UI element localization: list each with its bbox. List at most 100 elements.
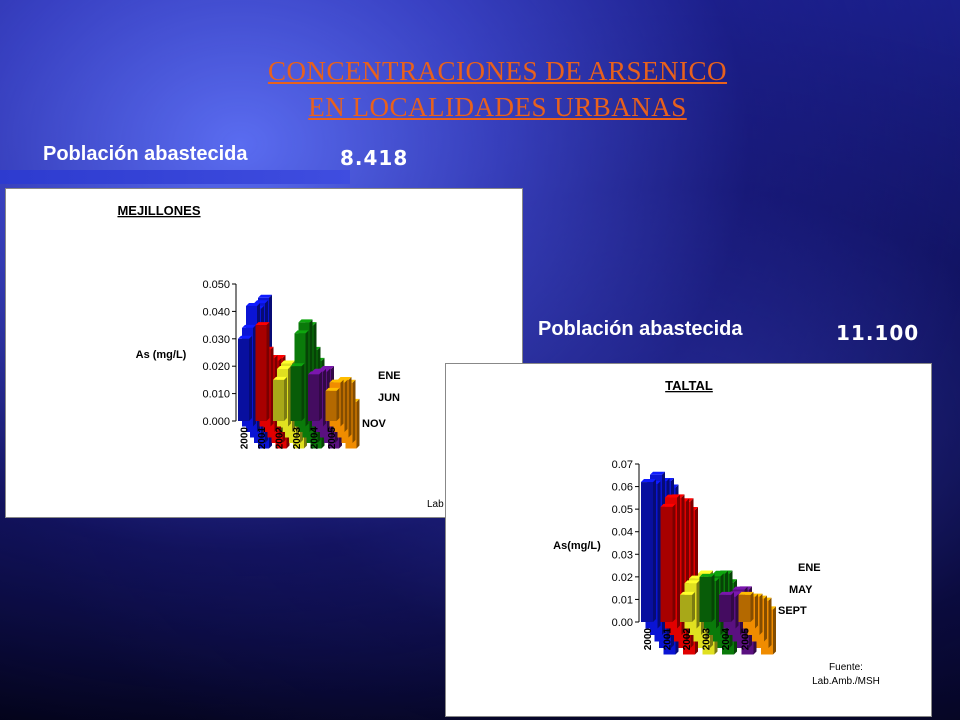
- bar-side: [653, 479, 656, 622]
- taltal-population-value: 11.100: [836, 321, 920, 345]
- bar-top: [312, 368, 326, 372]
- y-tick-label: 0.00: [612, 617, 633, 629]
- chart-source-note: Lab: [427, 499, 444, 510]
- bar-side: [657, 481, 661, 629]
- bar-2000: [238, 338, 249, 421]
- chart-title: MEJILLONES: [117, 203, 200, 218]
- bar-side: [348, 376, 352, 438]
- mejillones-population-value: 8.418: [340, 146, 409, 170]
- bar-side: [344, 379, 348, 432]
- bar-top: [308, 371, 322, 375]
- bar-top: [277, 365, 291, 369]
- slide-title-line1: CONCENTRACIONES DE ARSENICO: [267, 56, 728, 86]
- bar-top: [699, 573, 715, 577]
- bar-side: [323, 368, 326, 427]
- bar-side: [266, 322, 270, 421]
- depth-axis-label: JUN: [378, 392, 400, 404]
- bar-top: [273, 376, 287, 380]
- bar-side: [711, 573, 715, 622]
- taltal-chart: TALTAL 0.00 0.01 0.02 0.03 0.04 0.05 0.06 0.07 As…: [553, 378, 880, 687]
- bar-top: [650, 471, 665, 475]
- depth-axis-label: ENE: [798, 562, 821, 574]
- bar-top: [738, 591, 754, 595]
- y-tick-label: 0.030: [202, 334, 230, 346]
- y-tick-label: 0.020: [202, 361, 230, 373]
- taltal-chart-panel: TALTAL 0.00 0.01 0.02 0.03 0.04 0.05 0.06 0.07 As…: [445, 363, 932, 717]
- bar-2001: [255, 325, 267, 421]
- bar-top: [298, 319, 313, 323]
- bar-side: [253, 324, 256, 427]
- bar-side: [301, 363, 305, 421]
- bar-2005: [738, 594, 751, 622]
- bar-2002: [273, 379, 284, 421]
- y-tick-label: 0.04: [612, 527, 633, 539]
- bar-top: [665, 494, 680, 498]
- x-category-label: 2000: [240, 427, 251, 450]
- slide-title-line2: EN LOCALIDADES URBANAS: [308, 92, 687, 122]
- y-tick-label: 0.010: [202, 389, 230, 401]
- bar-top: [238, 335, 252, 339]
- bar-side: [288, 365, 291, 427]
- y-axis-label: As (mg/L): [136, 349, 187, 361]
- bar-side: [305, 330, 309, 427]
- bar-top: [660, 503, 676, 507]
- bar-2004: [308, 374, 319, 421]
- bar-top: [246, 302, 260, 306]
- bar-top: [329, 379, 344, 383]
- x-category-label: 2003: [702, 628, 713, 651]
- bar-side: [759, 593, 763, 635]
- bar-top: [325, 387, 340, 391]
- x-category-label: 2001: [257, 427, 268, 450]
- bar-top: [684, 580, 700, 584]
- bar-top: [255, 322, 270, 326]
- x-category-label: 2002: [275, 427, 286, 450]
- bar-top: [320, 366, 334, 369]
- y-tick-label: 0.07: [612, 459, 633, 471]
- y-tick-label: 0.02: [612, 572, 633, 584]
- bar-side: [270, 346, 274, 427]
- bar-side: [352, 379, 356, 443]
- bar-side: [284, 376, 287, 421]
- bar-top: [294, 330, 309, 334]
- bar-top: [281, 360, 295, 364]
- bar-side: [672, 503, 676, 622]
- chart-source-line1: Fuente:: [829, 662, 863, 673]
- bar-side: [750, 591, 754, 622]
- x-category-label: 2003: [292, 427, 303, 450]
- bar-2004: [719, 594, 731, 622]
- y-tick-label: 0.03: [612, 549, 633, 561]
- chart-source-line2: Lab.Amb./MSH: [812, 676, 880, 687]
- bar-side: [249, 335, 252, 421]
- y-tick-label: 0.050: [202, 279, 230, 291]
- bar-side: [731, 591, 734, 622]
- bar-side: [764, 595, 767, 642]
- bar-top: [290, 363, 305, 367]
- bar-top: [242, 324, 256, 328]
- bar-side: [735, 593, 739, 629]
- x-category-label: 2001: [663, 628, 674, 651]
- bar-2005: [325, 390, 337, 421]
- bar-side: [692, 591, 695, 622]
- x-category-label: 2005: [327, 427, 338, 450]
- x-category-label: 2004: [721, 628, 732, 651]
- x-category-label: 2000: [643, 628, 654, 651]
- bar-top: [641, 479, 656, 483]
- y-axis-label: As(mg/L): [553, 540, 601, 552]
- depth-axis-label: MAY: [789, 584, 813, 596]
- x-category-label: 2004: [310, 427, 321, 450]
- y-tick-label: 0.040: [202, 306, 230, 318]
- depth-axis-label: ENE: [378, 370, 401, 382]
- chart-title: TALTAL: [665, 378, 713, 393]
- bar-side: [696, 580, 700, 629]
- bar-top: [698, 570, 713, 574]
- mejillones-chart-panel: MEJILLONES 0.000 0.010 0.020 0.030 0.040 0.050…: [5, 188, 523, 518]
- bar-side: [716, 578, 719, 629]
- accent-bar: [0, 170, 350, 184]
- y-tick-label: 0.01: [612, 594, 633, 606]
- y-tick-label: 0.06: [612, 482, 633, 494]
- bar-side: [340, 379, 344, 427]
- bar-side: [768, 597, 772, 648]
- mejillones-chart: MEJILLONES 0.000 0.010 0.020 0.030 0.040 0.050…: [117, 203, 444, 510]
- depth-axis-label: NOV: [362, 418, 387, 430]
- bar-top: [254, 300, 268, 304]
